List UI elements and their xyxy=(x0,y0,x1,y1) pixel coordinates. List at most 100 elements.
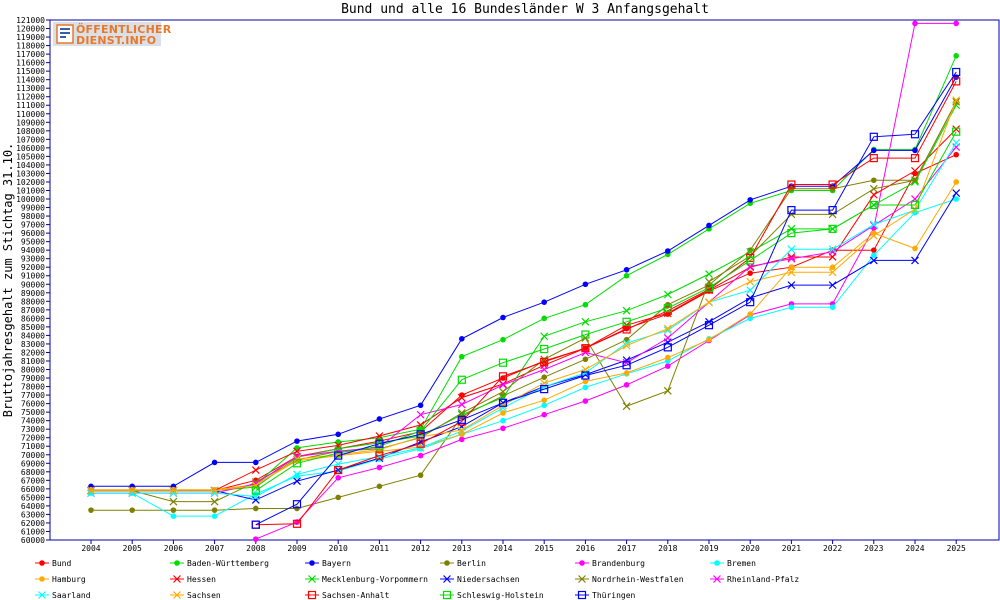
data-point-nordrhein-westfalen xyxy=(911,176,919,185)
data-point-brandenburg xyxy=(417,452,424,459)
data-point-mecklenburg-vorpommern xyxy=(663,290,672,299)
x-axis: 2004 2005 2006 2007 2008 2009 2010 2011 2012 2013… xyxy=(81,540,966,553)
y-tick-label: 117000 xyxy=(16,50,45,59)
y-tick-label: 92000 xyxy=(21,263,45,272)
series-niedersachsen xyxy=(87,189,961,504)
data-point-bayern xyxy=(459,336,465,342)
data-point-schleswig-holstein xyxy=(292,459,302,468)
legend-item: Brandenburg xyxy=(575,559,645,568)
legend-label: Niedersachsen xyxy=(457,575,520,584)
series-line-rheinland-pfalz xyxy=(91,146,957,494)
plot-area xyxy=(49,19,1000,541)
data-point-hamburg xyxy=(788,264,795,271)
data-point-saarland xyxy=(622,339,631,348)
y-tick-label: 85000 xyxy=(21,323,45,332)
data-point-sachsen xyxy=(663,324,672,333)
x-tick-label: 2010 xyxy=(329,544,348,553)
y-tick-label: 98000 xyxy=(21,212,45,221)
legend-swatch-marker xyxy=(307,590,317,600)
data-point-hamburg xyxy=(541,397,547,403)
data-point-thueringen xyxy=(828,205,837,215)
series-nordrhein-westfalen xyxy=(87,97,961,506)
y-tick-label: 90000 xyxy=(21,280,45,289)
data-point-saarland xyxy=(663,326,672,335)
data-point-sachsen xyxy=(746,277,755,286)
y-tick-label: 95000 xyxy=(21,238,45,247)
data-point-hamburg xyxy=(829,264,836,271)
data-point-thueringen xyxy=(910,130,920,139)
legend-swatch-marker xyxy=(174,560,180,566)
data-point-bayern xyxy=(253,459,259,466)
x-tick-label: 2019 xyxy=(699,544,718,553)
legend-label: Mecklenburg-Vorpommern xyxy=(322,575,428,584)
y-tick-label: 81000 xyxy=(21,357,45,366)
data-point-berlin xyxy=(129,507,135,513)
y-tick-label: 88000 xyxy=(21,297,45,306)
data-point-bayern xyxy=(912,147,918,154)
data-point-thueringen xyxy=(375,439,384,448)
y-tick-label: 62000 xyxy=(21,519,45,528)
y-tick-label: 104000 xyxy=(16,161,45,170)
data-point-sachsen-anhalt xyxy=(498,372,508,381)
series-schleswig-holstein xyxy=(251,127,961,495)
legend-label: Rheinland-Pfalz xyxy=(727,575,799,584)
data-point-thueringen xyxy=(416,430,425,439)
data-point-hamburg xyxy=(912,245,918,252)
data-point-brandenburg xyxy=(912,20,918,27)
y-tick-label: 113000 xyxy=(16,84,45,93)
data-point-bremen xyxy=(500,417,506,424)
data-point-baden-wuerttemberg xyxy=(541,315,547,322)
data-point-hamburg xyxy=(500,410,506,416)
series-line-sachsen-anhalt xyxy=(255,81,957,526)
data-point-schleswig-holstein xyxy=(746,256,755,265)
data-point-nordrhein-westfalen xyxy=(169,497,178,506)
data-point-saarland xyxy=(787,245,796,254)
data-point-bund xyxy=(747,270,753,276)
data-point-nordrhein-westfalen xyxy=(663,386,672,395)
data-point-sachsen xyxy=(705,298,713,307)
data-point-mecklenburg-vorpommern xyxy=(787,224,796,233)
y-tick-label: 67000 xyxy=(21,476,45,485)
y-tick-label: 97000 xyxy=(21,221,45,230)
legend-item: Baden-Württemberg xyxy=(170,559,269,568)
legend-swatch-marker xyxy=(579,560,585,566)
data-point-brandenburg xyxy=(953,20,959,27)
data-point-baden-wuerttemberg xyxy=(582,301,589,308)
x-tick-label: 2021 xyxy=(782,544,801,553)
data-point-rheinland-pfalz xyxy=(869,221,878,230)
y-tick-label: 93000 xyxy=(21,255,45,264)
data-point-baden-wuerttemberg xyxy=(623,272,630,279)
data-point-bremen xyxy=(788,304,795,311)
y-tick-label: 111000 xyxy=(16,101,45,110)
data-point-bund xyxy=(871,247,877,253)
data-point-sachsen-anhalt xyxy=(952,77,961,86)
data-point-niedersachsen xyxy=(828,281,837,290)
series-saarland xyxy=(87,138,961,501)
y-tick-label: 84000 xyxy=(21,331,45,340)
x-tick-label: 2024 xyxy=(905,544,924,553)
data-point-berlin xyxy=(170,507,177,513)
y-tick-label: 63000 xyxy=(21,510,45,519)
data-point-bremen xyxy=(211,513,218,519)
data-point-berlin xyxy=(582,356,589,363)
y-tick-label: 100000 xyxy=(16,195,45,204)
data-point-berlin xyxy=(541,374,547,380)
data-point-brandenburg xyxy=(376,464,383,471)
legend-label: Brandenburg xyxy=(592,559,645,568)
data-point-bayern xyxy=(335,431,342,438)
data-point-sachsen xyxy=(210,486,219,495)
y-tick-label: 83000 xyxy=(21,340,45,349)
data-point-berlin xyxy=(376,483,383,490)
legend-label: Schleswig-Holstein xyxy=(457,591,544,600)
data-point-hessen xyxy=(251,466,260,475)
data-point-baden-wuerttemberg xyxy=(500,336,506,343)
legend-item: Mecklenburg-Vorpommern xyxy=(305,575,428,584)
data-point-sachsen xyxy=(169,486,178,495)
data-point-bremen xyxy=(829,304,836,311)
legend-item: Saarland xyxy=(35,591,91,600)
data-point-niedersachsen xyxy=(952,189,961,197)
data-point-thueringen xyxy=(334,451,343,460)
data-point-brandenburg xyxy=(623,382,630,388)
legend-label: Saarland xyxy=(52,591,91,600)
legend: Bund Baden-Württemberg Bayern Berlin Branden… xyxy=(35,559,799,600)
